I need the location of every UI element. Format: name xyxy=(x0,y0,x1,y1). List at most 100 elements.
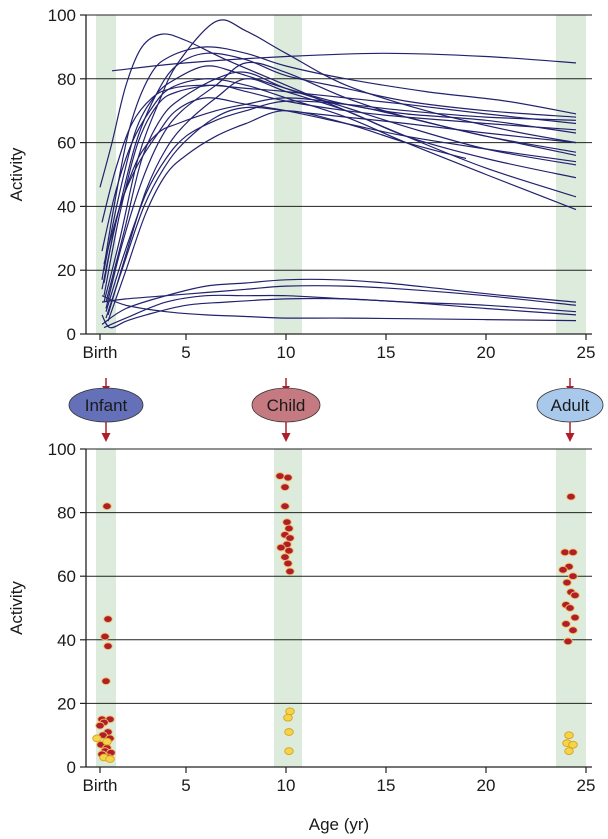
age-band-1 xyxy=(274,15,302,334)
activity-curve-5 xyxy=(105,61,577,309)
y-tick-label: 100 xyxy=(48,440,76,459)
activity-curve-15 xyxy=(101,84,577,223)
high-activity-point-22 xyxy=(282,518,292,526)
high-activity-point-19 xyxy=(283,473,293,482)
y-tick-label: 40 xyxy=(57,197,76,216)
low-activity-point-7 xyxy=(284,747,294,755)
x-tick-label: 15 xyxy=(377,776,396,795)
activity-curve-10 xyxy=(99,33,577,198)
x-tick-label: Birth xyxy=(83,343,118,362)
high-activity-point-1 xyxy=(103,615,113,623)
high-activity-point-40 xyxy=(570,591,580,600)
stage-arrow-head xyxy=(281,433,291,442)
activity-curve-17 xyxy=(101,278,577,325)
high-activity-point-43 xyxy=(570,613,580,622)
activity-curve-18 xyxy=(101,285,577,306)
high-activity-point-32 xyxy=(566,492,576,501)
x-tick-label: 15 xyxy=(377,343,396,362)
y-tick-label: 0 xyxy=(67,758,76,777)
y-tick-label: 0 xyxy=(67,325,76,344)
age-band-0 xyxy=(96,15,116,334)
y-tick-label: 40 xyxy=(57,631,76,650)
activity-curve-6 xyxy=(107,78,577,316)
y-tick-label: 80 xyxy=(57,70,76,89)
low-activity-point-8 xyxy=(564,731,574,740)
activity-curve-21 xyxy=(103,294,577,329)
stage-markers: Infant Child Adult xyxy=(68,378,604,442)
x-tick-label: 10 xyxy=(277,343,296,362)
activity-curve-11 xyxy=(101,78,577,252)
high-activity-point-38 xyxy=(562,578,572,587)
high-activity-point-33 xyxy=(560,548,570,557)
x-tick-label: 25 xyxy=(577,776,596,795)
x-tick-label: 20 xyxy=(477,776,496,795)
high-activity-point-42 xyxy=(565,604,575,612)
high-activity-point-27 xyxy=(276,543,286,552)
activity-curve-20 xyxy=(101,297,577,329)
stage-arrow-head xyxy=(565,433,575,442)
high-activity-point-2 xyxy=(100,632,110,641)
y-tick-label: 20 xyxy=(57,694,76,713)
y-tick-label: 20 xyxy=(57,261,76,280)
low-activity-point-4 xyxy=(285,707,295,716)
high-activity-point-31 xyxy=(285,567,295,576)
high-activity-point-18 xyxy=(275,472,285,480)
low-activity-point-10 xyxy=(568,740,578,749)
high-activity-point-0 xyxy=(102,502,112,511)
activity-curve-3 xyxy=(101,46,577,280)
low-activity-point-11 xyxy=(564,747,574,755)
high-activity-point-21 xyxy=(280,502,290,511)
low-activity-point-0 xyxy=(92,734,102,743)
activity-curve-12 xyxy=(103,97,577,284)
high-activity-point-25 xyxy=(285,534,295,542)
stage-label: Adult xyxy=(551,396,590,415)
y-axis-label: Activity xyxy=(7,147,26,201)
stage-label: Child xyxy=(267,396,306,415)
x-axis-label: Age (yr) xyxy=(309,815,369,834)
activity-curve-1 xyxy=(101,52,577,290)
high-activity-point-29 xyxy=(280,553,290,561)
high-activity-point-36 xyxy=(558,565,568,574)
top-line-chart: 0 20 40 60 80 100 Birth 5 10 15 20 25 Activity xyxy=(7,6,595,362)
low-activity-point-6 xyxy=(284,728,294,736)
stage-label: Infant xyxy=(85,396,128,415)
high-activity-point-30 xyxy=(283,559,293,568)
activity-curve-13 xyxy=(107,110,467,322)
x-tick-label: 5 xyxy=(181,776,190,795)
activity-curve-2 xyxy=(103,19,577,303)
low-activity-point-5 xyxy=(283,713,293,722)
y-tick-label: 60 xyxy=(57,134,76,153)
activity-curve-14 xyxy=(105,106,577,319)
high-activity-point-3 xyxy=(103,642,113,651)
low-activity-point-1 xyxy=(102,737,112,746)
activity-curve-9 xyxy=(105,100,577,312)
high-activity-point-46 xyxy=(563,637,573,646)
activity-curve-0 xyxy=(111,52,577,72)
high-activity-point-37 xyxy=(568,572,578,581)
low-activity-point-3 xyxy=(105,755,115,763)
high-activity-point-45 xyxy=(568,626,578,635)
high-activity-point-8 xyxy=(95,721,105,730)
bottom-scatter-chart: 0 20 40 60 80 100 Birth 5 10 15 20 25 Activity Age (y… xyxy=(7,440,595,834)
activity-curve-16 xyxy=(103,97,577,264)
y-axis-label: Activity xyxy=(7,581,26,635)
high-activity-point-34 xyxy=(568,548,578,557)
activity-curve-7 xyxy=(105,71,577,303)
high-activity-point-28 xyxy=(284,546,294,555)
x-tick-label: 5 xyxy=(181,343,190,362)
stage-arrow-head xyxy=(101,433,111,442)
x-tick-label: 20 xyxy=(477,343,496,362)
y-tick-label: 60 xyxy=(57,567,76,586)
high-activity-point-23 xyxy=(284,524,294,533)
x-tick-label: 25 xyxy=(577,343,596,362)
y-tick-label: 80 xyxy=(57,504,76,523)
x-tick-label: 10 xyxy=(277,776,296,795)
high-activity-point-20 xyxy=(280,483,290,492)
x-tick-label: Birth xyxy=(83,776,118,795)
high-activity-point-4 xyxy=(101,677,111,685)
high-activity-point-44 xyxy=(561,620,571,628)
activity-curve-4 xyxy=(103,65,577,271)
age-band-0 xyxy=(96,449,116,767)
y-tick-label: 100 xyxy=(48,6,76,25)
